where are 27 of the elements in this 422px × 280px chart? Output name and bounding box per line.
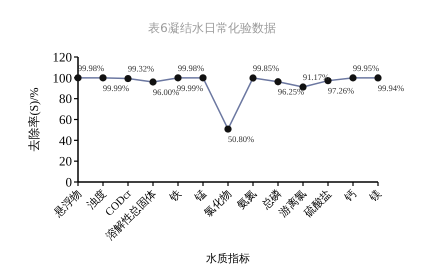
x-axis-title: 水质指标 bbox=[206, 252, 250, 265]
data-label: 99.85% bbox=[252, 62, 280, 73]
data-label: 99.94% bbox=[378, 82, 404, 93]
data-label: 91.17% bbox=[302, 72, 330, 82]
y-tick-label: 60 bbox=[59, 112, 72, 127]
y-tick-label: 80 bbox=[59, 91, 72, 106]
data-label: 99.95% bbox=[352, 62, 380, 73]
x-tick-label: 氨氮 bbox=[235, 188, 260, 212]
data-label: 97.26% bbox=[328, 86, 354, 96]
y-tick-label: 100 bbox=[52, 70, 72, 86]
y-tick-label: 0 bbox=[66, 174, 72, 190]
y-tick-label: 120 bbox=[52, 50, 72, 64]
y-axis-title: 去除率(S)/% bbox=[27, 88, 41, 152]
chart-title: 表6凝结水日常化验数据 bbox=[148, 21, 276, 35]
x-tick-label: 锰 bbox=[192, 188, 210, 205]
x-tick-label: 镁 bbox=[367, 188, 384, 205]
data-label: 99.99% bbox=[102, 82, 130, 93]
data-label: 99.99% bbox=[176, 82, 204, 93]
data-label: 99.32% bbox=[128, 64, 154, 74]
x-tick-label: 钙 bbox=[342, 188, 360, 205]
x-tick-label: 铁 bbox=[167, 188, 184, 205]
x-tick-label: 悬浮物 bbox=[50, 186, 84, 220]
y-tick-label: 20 bbox=[59, 154, 72, 169]
data-label: 99.98% bbox=[178, 62, 204, 73]
data-label: 96.25% bbox=[278, 86, 304, 97]
y-tick-label: 40 bbox=[59, 132, 72, 148]
data-label: 50.80% bbox=[228, 134, 254, 144]
